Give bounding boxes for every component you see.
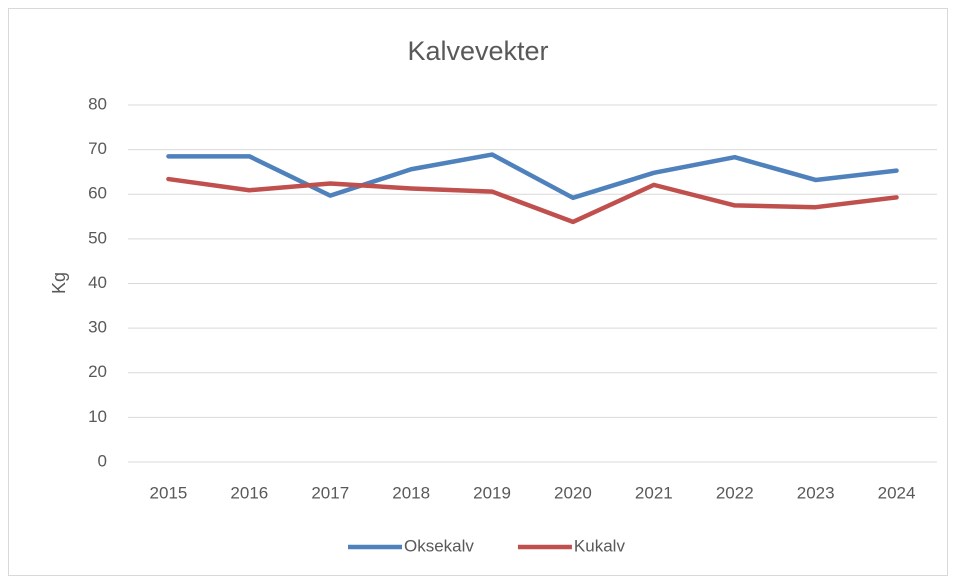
x-tick-label: 2024 xyxy=(878,483,916,502)
x-tick-label: 2019 xyxy=(473,483,511,502)
x-tick-label: 2017 xyxy=(311,483,349,502)
y-tick-label: 60 xyxy=(88,184,107,203)
y-tick-label: 30 xyxy=(88,318,107,337)
x-tick-label: 2015 xyxy=(150,483,188,502)
x-tick-label: 2023 xyxy=(797,483,835,502)
y-tick-label: 50 xyxy=(88,228,107,247)
x-tick-label: 2018 xyxy=(392,483,430,502)
y-tick-label: 80 xyxy=(88,94,107,113)
y-tick-label: 40 xyxy=(88,273,107,292)
chart-border xyxy=(8,8,948,576)
data-line xyxy=(166,152,899,201)
data-line xyxy=(166,176,899,225)
y-tick-label: 70 xyxy=(88,139,107,158)
x-tick-label: 2021 xyxy=(635,483,673,502)
legend-label: Oksekalv xyxy=(404,536,474,555)
y-tick-label: 20 xyxy=(88,362,107,381)
chart-title: Kalvevekter xyxy=(407,36,548,66)
y-tick-label: 10 xyxy=(88,407,107,426)
y-axis-label: Kg xyxy=(49,272,69,294)
x-tick-label: 2016 xyxy=(230,483,268,502)
legend-label: Kukalv xyxy=(574,536,626,555)
y-tick-label: 0 xyxy=(98,451,107,470)
x-tick-label: 2020 xyxy=(554,483,592,502)
x-tick-label: 2022 xyxy=(716,483,754,502)
